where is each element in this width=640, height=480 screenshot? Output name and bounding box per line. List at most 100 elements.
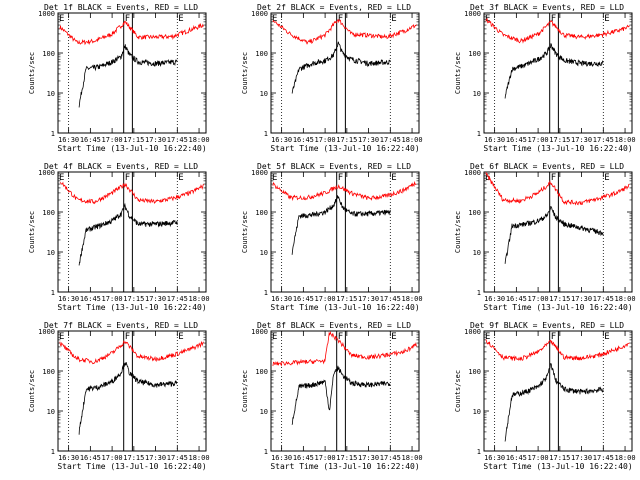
marker-label-e: E [178,173,183,183]
x-tick-label: 17:45 [380,454,401,462]
x-tick-label: 16:30 [58,136,79,144]
y-tick-label: 1000 [464,169,481,177]
y-tick-label: 10 [47,249,55,257]
y-tick-label: 1000 [38,169,55,177]
y-tick-label: 1 [477,448,481,456]
panel-title: Det 4f BLACK = Events, RED = LLD [44,162,198,171]
x-tick-label: 17:30 [358,454,379,462]
x-tick-label: 17:45 [380,136,401,144]
marker-label-e: E [391,332,396,342]
marker-label-f: F [125,332,130,342]
x-tick-label: 17:45 [167,136,188,144]
x-tick-label: 16:45 [80,454,101,462]
y-tick-label: 1000 [251,169,268,177]
x-tick-label: 17:30 [145,295,166,303]
y-tick-label: 100 [42,209,55,217]
panel-title: Det 1f BLACK = Events, RED = LLD [44,3,198,12]
panel-8: Det 8f BLACK = Events, RED = LLD 1 10 100 10… [241,321,423,471]
x-axis-label: Start Time (13-Jul-10 16:22:40) [270,462,419,471]
y-tick-label: 10 [47,408,55,416]
y-tick-label: 1000 [251,10,268,18]
x-tick-label: 17:30 [571,295,592,303]
y-axis-label: Counts/sec [241,52,249,94]
y-tick-label: 10 [260,90,268,98]
x-tick-label: 16:30 [484,454,505,462]
marker-label-e: E [391,14,396,24]
y-tick-label: 10 [47,90,55,98]
x-tick-label: 18:00 [615,136,636,144]
marker-label-e: E [485,14,490,24]
x-tick-label: 16:45 [80,136,101,144]
marker-label-e: E [604,332,609,342]
y-axis-label: Counts/sec [241,370,249,412]
marker-label-e: E [604,173,609,183]
panel-9: Det 9f BLACK = Events, RED = LLD 1 10 100 10… [454,321,636,471]
x-tick-label: 16:45 [506,454,527,462]
panel-1: Det 1f BLACK = Events, RED = LLD 1 10 100 10… [28,3,210,153]
panel-title: Det 6f BLACK = Events, RED = LLD [470,162,624,171]
x-tick-label: 17:15 [336,295,357,303]
x-tick-label: 17:15 [549,454,570,462]
x-tick-label: 17:00 [102,295,123,303]
y-axis-label: Counts/sec [28,211,36,253]
x-tick-label: 16:45 [506,136,527,144]
x-axis-label: Start Time (13-Jul-10 16:22:40) [57,303,206,312]
x-tick-label: 17:30 [145,136,166,144]
y-tick-label: 100 [42,50,55,58]
y-tick-label: 1 [51,130,55,138]
x-axis-label: Start Time (13-Jul-10 16:22:40) [483,144,632,153]
marker-label-f: F [125,173,130,183]
events-series [78,202,178,266]
lld-series [272,330,417,367]
y-axis-label: Counts/sec [454,370,462,412]
marker-label-e: E [604,14,609,24]
y-tick-label: 1 [477,289,481,297]
y-tick-label: 1 [51,289,55,297]
lld-series [485,17,630,44]
x-tick-label: 17:30 [358,136,379,144]
lld-series [59,340,204,365]
events-series [504,206,604,264]
x-tick-label: 17:15 [336,454,357,462]
x-tick-label: 16:45 [293,454,314,462]
panel-title: Det 2f BLACK = Events, RED = LLD [257,3,411,12]
x-tick-label: 17:45 [593,454,614,462]
marker-label-e: E [59,173,64,183]
x-tick-label: 17:00 [102,136,123,144]
events-series [291,41,391,94]
x-tick-label: 17:00 [528,454,549,462]
x-axis-label: Start Time (13-Jul-10 16:22:40) [270,144,419,153]
y-tick-label: 10 [260,408,268,416]
events-series [78,44,178,108]
x-tick-label: 17:00 [102,454,123,462]
panel-6: Det 6f BLACK = Events, RED = LLD 1 10 100 10… [454,162,636,312]
x-tick-label: 17:45 [593,136,614,144]
y-tick-label: 100 [468,368,481,376]
panel-title: Det 7f BLACK = Events, RED = LLD [44,321,198,330]
marker-label-e: E [178,14,183,24]
x-tick-label: 16:30 [271,295,292,303]
x-tick-label: 17:15 [336,136,357,144]
y-tick-label: 1 [477,130,481,138]
marker-label-e: E [391,173,396,183]
y-tick-label: 10 [473,90,481,98]
y-tick-label: 1000 [464,10,481,18]
x-tick-label: 18:00 [189,136,210,144]
x-tick-label: 17:15 [123,295,144,303]
x-tick-label: 16:30 [484,136,505,144]
x-tick-label: 17:45 [593,295,614,303]
x-axis-label: Start Time (13-Jul-10 16:22:40) [270,303,419,312]
y-tick-label: 100 [255,50,268,58]
x-tick-label: 16:30 [271,454,292,462]
panel-2: Det 2f BLACK = Events, RED = LLD 1 10 100 10… [241,3,423,153]
x-tick-label: 18:00 [402,136,423,144]
x-tick-label: 16:45 [293,136,314,144]
marker-label-e: E [59,332,64,342]
events-series [504,362,604,442]
panel-title: Det 5f BLACK = Events, RED = LLD [257,162,411,171]
y-tick-label: 100 [255,209,268,217]
x-tick-label: 18:00 [615,454,636,462]
x-tick-label: 17:15 [549,136,570,144]
x-tick-label: 16:45 [293,295,314,303]
